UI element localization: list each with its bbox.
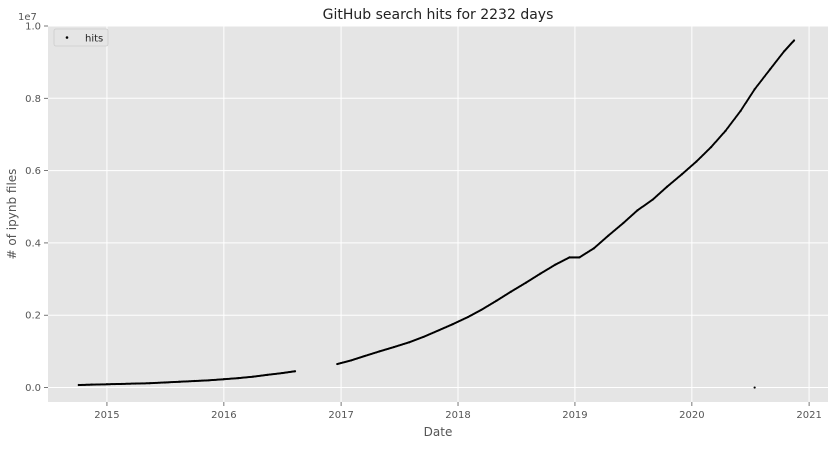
plot-background [48,26,828,402]
x-tick-label: 2018 [445,410,470,421]
x-axis-label: Date [424,425,453,439]
axes: 2015 2016 2017 2018 2019 2020 2021 0.0 0.2 0.4 0.6… [25,22,822,422]
y-tick-label: 0.2 [25,311,41,322]
x-tick-label: 2021 [796,410,821,421]
y-tick-label: 0.6 [25,166,41,177]
data-point [293,370,297,373]
data-point [792,39,796,42]
x-tick-label: 2015 [94,410,119,421]
data-points [77,39,796,389]
data-point-outlier [753,386,756,389]
legend-box [53,28,109,47]
y-tick-label: 0.8 [25,94,41,105]
x-tick-label: 2020 [679,410,704,421]
y-axis-offset-label: 1e7 [18,12,37,23]
y-axis-label: # of ipynb files [5,169,19,260]
y-tick-label: 0.4 [25,238,41,249]
grid-lines [48,25,828,402]
legend-marker [65,36,69,39]
x-tick-label: 2019 [562,410,587,421]
chart-title: GitHub search hits for 2232 days [323,7,554,23]
x-tick-label: 2016 [211,410,236,421]
legend: hits [53,28,109,47]
legend-label: hits [85,34,103,45]
x-tick-label: 2017 [328,410,353,421]
y-tick-label: 1.0 [25,22,41,33]
y-tick-label: 0.0 [25,383,41,394]
